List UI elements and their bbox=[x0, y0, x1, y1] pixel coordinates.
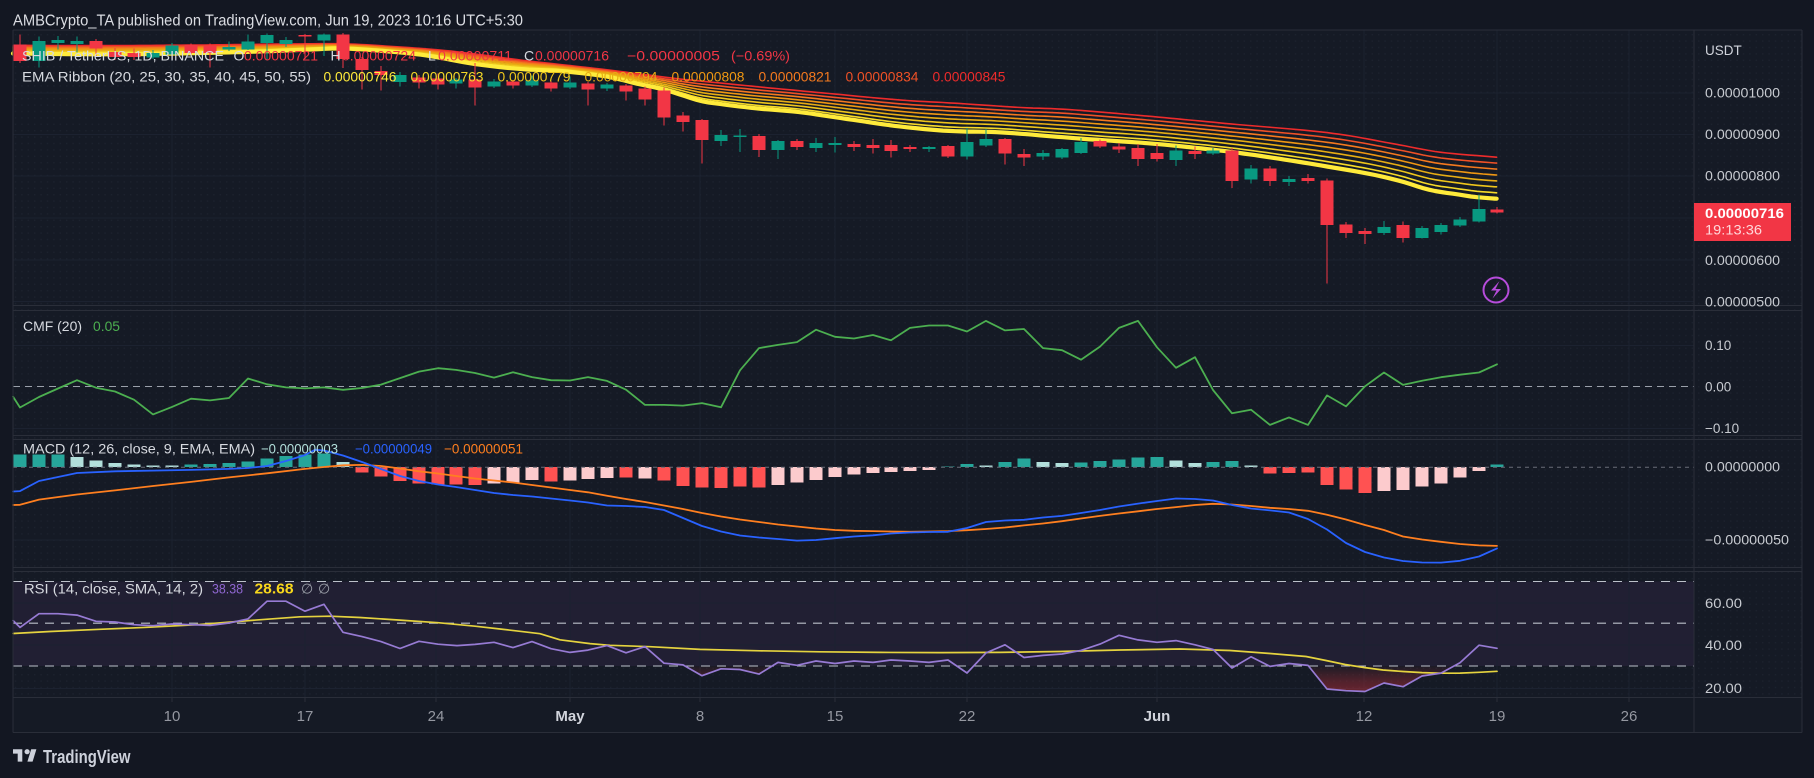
svg-text:May: May bbox=[555, 708, 585, 725]
svg-text:0.00000821: 0.00000821 bbox=[759, 69, 832, 85]
svg-text:0.05: 0.05 bbox=[93, 318, 120, 334]
svg-text:0.00001000: 0.00001000 bbox=[1705, 86, 1780, 101]
svg-text:0.00000716: 0.00000716 bbox=[1705, 206, 1785, 221]
svg-text:USDT: USDT bbox=[1705, 43, 1742, 58]
svg-text:−0.00000051: −0.00000051 bbox=[444, 441, 523, 457]
svg-text:24: 24 bbox=[428, 708, 445, 725]
svg-text:−0.00000049: −0.00000049 bbox=[355, 441, 432, 457]
svg-text:MACD (12, 26, close, 9, EMA, E: MACD (12, 26, close, 9, EMA, EMA) bbox=[23, 441, 255, 457]
svg-text:O: O bbox=[234, 48, 245, 64]
svg-text:0.00000845: 0.00000845 bbox=[933, 69, 1006, 85]
svg-text:0.00000834: 0.00000834 bbox=[846, 69, 919, 85]
svg-text:8: 8 bbox=[696, 708, 704, 725]
svg-text:Jun: Jun bbox=[1144, 708, 1171, 725]
svg-text:10: 10 bbox=[164, 708, 181, 725]
svg-text:26: 26 bbox=[1621, 708, 1638, 725]
svg-text:0.00000800: 0.00000800 bbox=[1705, 169, 1780, 184]
svg-text:CMF (20): CMF (20) bbox=[23, 318, 82, 334]
svg-text:0.00000763: 0.00000763 bbox=[411, 69, 484, 85]
svg-text:SHIB / TetherUS, 1D, BINANCE: SHIB / TetherUS, 1D, BINANCE bbox=[22, 48, 224, 64]
svg-text:0.00: 0.00 bbox=[1705, 380, 1731, 395]
svg-text:C: C bbox=[524, 48, 534, 64]
svg-text:0.00000900: 0.00000900 bbox=[1705, 127, 1780, 142]
svg-text:20.00: 20.00 bbox=[1705, 681, 1742, 696]
svg-text:−0.10: −0.10 bbox=[1705, 421, 1739, 436]
svg-text:0.00000808: 0.00000808 bbox=[672, 69, 745, 85]
svg-text:AMBCrypto_TA published on Trad: AMBCrypto_TA published on TradingView.co… bbox=[13, 13, 523, 30]
svg-text:0.00000000: 0.00000000 bbox=[1705, 460, 1780, 475]
svg-text:60.00: 60.00 bbox=[1705, 596, 1742, 611]
svg-text:40.00: 40.00 bbox=[1705, 638, 1742, 653]
svg-text:H: H bbox=[331, 48, 341, 64]
svg-text:17: 17 bbox=[297, 708, 314, 725]
svg-text:0.00000746: 0.00000746 bbox=[324, 69, 397, 85]
svg-text:EMA Ribbon (20, 25, 30, 35, 40: EMA Ribbon (20, 25, 30, 35, 40, 45, 50, … bbox=[22, 69, 311, 85]
svg-text:38.38: 38.38 bbox=[212, 581, 243, 597]
svg-text:0.00000724: 0.00000724 bbox=[342, 48, 416, 64]
svg-text:28.68: 28.68 bbox=[255, 582, 294, 598]
svg-text:0.00000600: 0.00000600 bbox=[1705, 253, 1780, 268]
svg-text:19:13:36: 19:13:36 bbox=[1705, 223, 1762, 238]
svg-text:−0.00000005: −0.00000005 bbox=[627, 48, 720, 64]
svg-text:0.00000711: 0.00000711 bbox=[438, 48, 512, 64]
svg-text:0.00000794: 0.00000794 bbox=[585, 69, 658, 85]
svg-text:0.00000716: 0.00000716 bbox=[535, 48, 609, 64]
svg-text:0.10: 0.10 bbox=[1705, 338, 1731, 353]
svg-text:(−0.69%): (−0.69%) bbox=[731, 48, 790, 64]
svg-text:∅: ∅ bbox=[301, 581, 313, 597]
svg-text:RSI (14, close, SMA, 14, 2): RSI (14, close, SMA, 14, 2) bbox=[24, 581, 203, 597]
svg-text:0.00000779: 0.00000779 bbox=[498, 69, 571, 85]
svg-text:0.00000500: 0.00000500 bbox=[1705, 295, 1780, 310]
svg-text:L: L bbox=[428, 48, 436, 64]
svg-text:−0.00000050: −0.00000050 bbox=[1705, 533, 1789, 548]
svg-text:12: 12 bbox=[1356, 708, 1373, 725]
svg-text:TradingView: TradingView bbox=[43, 746, 131, 767]
svg-text:19: 19 bbox=[1489, 708, 1506, 725]
svg-text:15: 15 bbox=[827, 708, 844, 725]
svg-text:−0.00000003: −0.00000003 bbox=[261, 441, 338, 457]
svg-text:22: 22 bbox=[959, 708, 976, 725]
svg-text:0.00000721: 0.00000721 bbox=[244, 48, 318, 64]
svg-text:∅: ∅ bbox=[318, 581, 330, 597]
